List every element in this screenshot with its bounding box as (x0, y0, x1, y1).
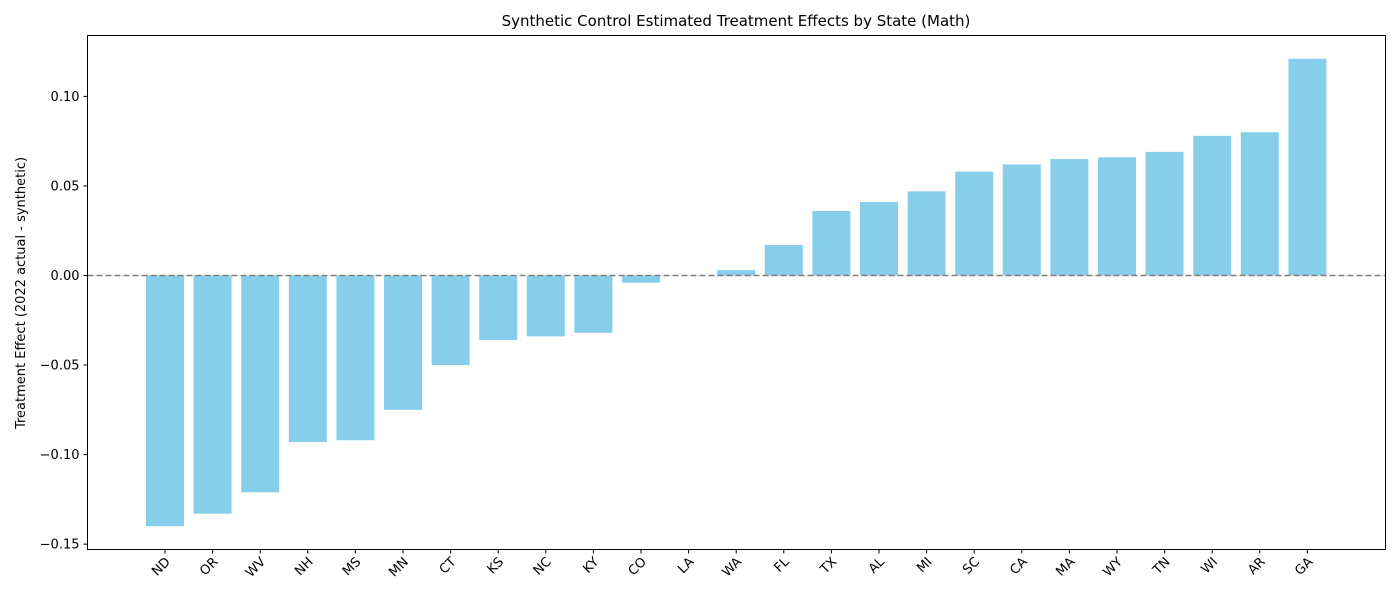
y-tick-label: 0.05 (51, 179, 80, 194)
bar-fl (764, 245, 803, 276)
x-tick-label: KS (485, 555, 507, 577)
bar-or (193, 275, 232, 514)
x-tick-label: MI (914, 555, 935, 576)
x-tick-label: OR (197, 555, 221, 579)
bar-nd (146, 275, 184, 527)
x-tick-label: SC (960, 555, 983, 578)
y-tick-label: −0.05 (40, 359, 80, 374)
x-tick-label: NH (292, 555, 316, 579)
bars-group (146, 58, 1327, 527)
bar-co (622, 275, 660, 283)
x-tick-label: MA (1053, 555, 1078, 580)
y-tick-label: 0.10 (51, 90, 80, 105)
bar-wv (241, 275, 280, 493)
x-tick-label: NC (531, 555, 555, 579)
y-tick-label: 0.00 (51, 269, 80, 284)
bar-ar (1240, 132, 1279, 276)
x-tick-label: TX (817, 555, 840, 578)
x-tick-label: AL (866, 554, 889, 577)
x-tick-label: FL (772, 554, 794, 576)
x-tick-label: KY (580, 555, 602, 577)
x-tick-label: GA (1292, 555, 1316, 579)
bar-mn (384, 275, 422, 410)
bar-ct (431, 275, 470, 366)
x-axis: ND OR WV NH MS MN CT KS NC KY CO LA WA FL TX AL MI SC CA MA… (149, 549, 1316, 581)
bar-nc (526, 275, 565, 337)
bar-sc (955, 171, 994, 276)
y-tick-label: −0.15 (40, 538, 80, 553)
bar-ms (336, 275, 375, 441)
plot-frame (87, 35, 1386, 550)
x-tick-label: AR (1245, 555, 1268, 578)
x-tick-label: WV (243, 555, 269, 581)
bar-wi (1193, 135, 1232, 276)
x-tick-label: WY (1101, 555, 1126, 580)
bar-ma (1050, 159, 1089, 276)
y-axis: −0.15 −0.10 −0.05 0.00 0.05 0.10 (40, 90, 88, 553)
bar-tn (1145, 151, 1184, 276)
x-tick-label: WA (720, 555, 746, 581)
bar-ga (1288, 58, 1327, 276)
x-tick-label: LA (675, 555, 697, 577)
bar-nh (288, 275, 327, 443)
bar-tx (812, 211, 851, 276)
x-tick-label: MN (386, 555, 411, 580)
x-tick-label: ND (149, 555, 174, 580)
x-tick-label: TN (1150, 555, 1174, 579)
x-tick-label: MS (340, 555, 364, 579)
bar-al (860, 202, 898, 276)
bar-ks (479, 275, 518, 340)
y-tick-label: −0.10 (40, 448, 80, 463)
bar-mi (907, 191, 946, 276)
x-tick-label: WI (1199, 555, 1221, 577)
x-tick-label: CO (626, 555, 650, 579)
bar-ky (574, 275, 613, 333)
y-axis-label: Treatment Effect (2022 actual - syntheti… (14, 157, 29, 430)
bar-wy (1098, 157, 1136, 276)
bar-ca (1002, 164, 1041, 276)
x-tick-label: CA (1007, 555, 1030, 578)
bar-wa (717, 270, 756, 276)
x-tick-label: CT (437, 555, 460, 578)
chart-title: Synthetic Control Estimated Treatment Ef… (502, 12, 971, 30)
